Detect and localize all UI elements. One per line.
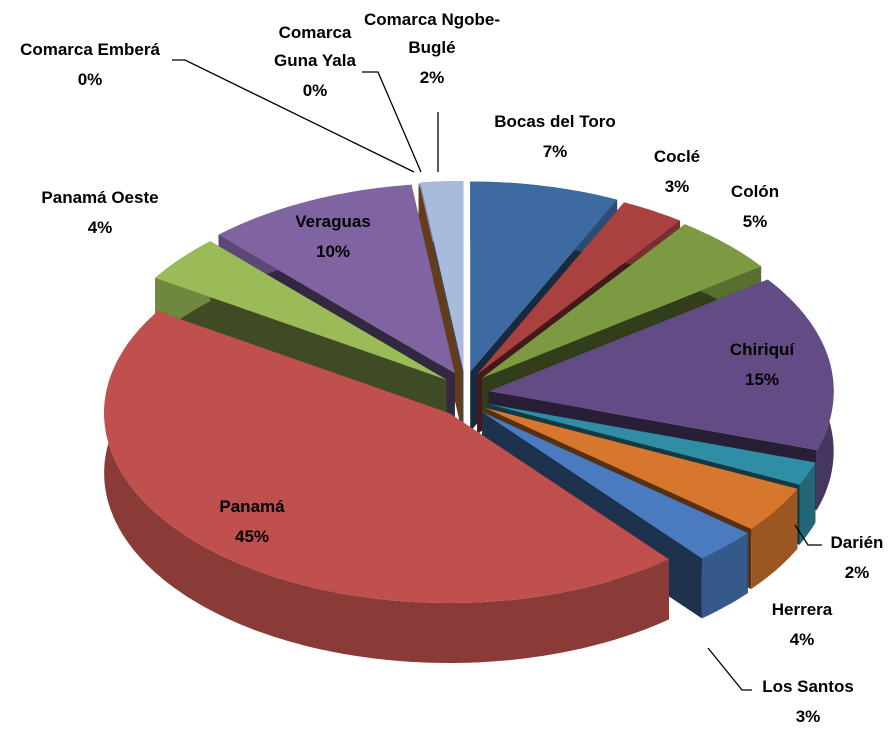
slices <box>104 181 834 663</box>
leader-line <box>794 524 822 546</box>
leader-line <box>707 647 752 691</box>
slice-label: Herrera <box>771 600 833 619</box>
value-label: 0% <box>302 81 328 100</box>
slice-label: Colón <box>730 182 780 201</box>
slice-wall <box>799 462 816 545</box>
slice-label: Veraguas <box>295 212 371 231</box>
slice <box>470 181 618 372</box>
slice-label: Bocas del Toro <box>494 112 616 131</box>
slice <box>420 181 464 371</box>
slice-label: Panamá Oeste <box>41 188 159 207</box>
value-label: 2% <box>419 68 445 87</box>
slice <box>482 224 762 378</box>
value-label: 2% <box>844 563 870 582</box>
slice-label: Darién <box>830 533 884 552</box>
value-label: 3% <box>795 707 821 726</box>
value-label: 3% <box>664 177 690 196</box>
value-label: 4% <box>87 218 113 237</box>
value-label: 5% <box>742 212 768 231</box>
slice-label: Comarca Emberá <box>20 40 160 59</box>
leader-line <box>362 71 422 173</box>
leader-line <box>172 59 415 173</box>
slice-wall <box>751 488 798 589</box>
value-label: 7% <box>542 142 568 161</box>
slice <box>218 184 455 374</box>
leader-lines <box>172 59 822 691</box>
value-label: 0% <box>77 70 103 89</box>
value-label: 15% <box>744 370 780 389</box>
slice-wall <box>104 311 670 663</box>
slice-label: Chiriquí <box>729 340 795 359</box>
slice <box>155 241 447 380</box>
slice <box>482 412 748 559</box>
slice <box>477 202 680 375</box>
slice-label: Comarca Ngobe-Buglé <box>363 10 501 57</box>
slice-wall <box>701 533 748 619</box>
value-label: 45% <box>234 527 270 546</box>
value-label: 10% <box>315 242 351 261</box>
slice-label: Comarca Guna Yala <box>274 23 356 70</box>
slice-label: Panamá <box>219 497 285 516</box>
slice <box>488 279 834 450</box>
slice <box>487 403 816 485</box>
slice <box>104 311 670 603</box>
value-label: 4% <box>789 630 815 649</box>
slice-label: Coclé <box>653 147 701 166</box>
slice <box>485 407 798 529</box>
slice-label: Los Santos <box>762 677 854 696</box>
